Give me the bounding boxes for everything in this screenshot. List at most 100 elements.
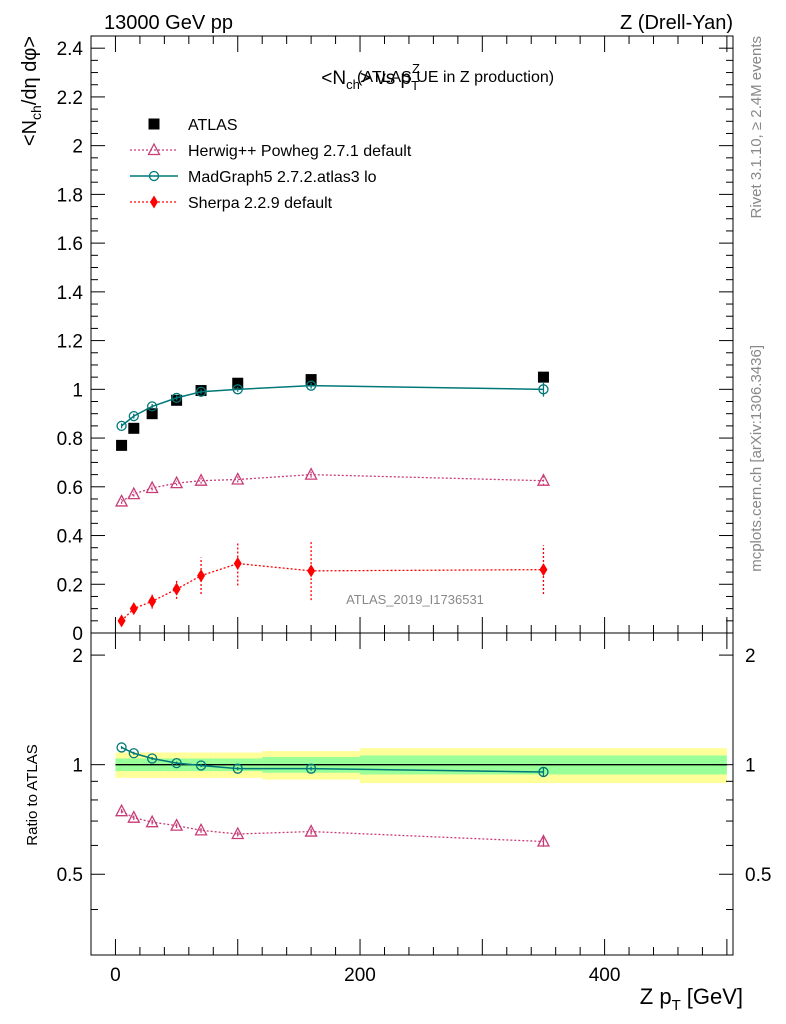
data-point bbox=[536, 834, 551, 847]
data-point bbox=[146, 753, 158, 764]
series-line bbox=[121, 473, 544, 502]
legend-item: ATLAS bbox=[148, 117, 238, 134]
y-tick-label: 2.4 bbox=[57, 39, 84, 60]
data-point bbox=[128, 748, 139, 759]
data-point bbox=[171, 392, 182, 404]
data-point bbox=[305, 374, 317, 386]
x-label-sub: T bbox=[672, 997, 681, 1014]
data-point bbox=[170, 475, 184, 489]
data-point bbox=[195, 760, 207, 771]
ratio-series-line bbox=[121, 810, 544, 843]
x-tick-label: 400 bbox=[589, 965, 621, 986]
data-point bbox=[307, 564, 316, 578]
y-tick-label: 0.2 bbox=[57, 575, 83, 596]
data-point bbox=[195, 386, 207, 397]
y-label-part1: <N bbox=[19, 120, 41, 146]
data-point bbox=[305, 380, 317, 391]
series-sherpa bbox=[117, 541, 548, 628]
data-point bbox=[114, 803, 129, 817]
data-point bbox=[231, 472, 245, 485]
plot-title: <Nch> vs pTZ (ATLAS UE in Z production) bbox=[321, 61, 554, 93]
data-point bbox=[232, 377, 244, 389]
y-tick-label: 2 bbox=[72, 137, 83, 158]
title-pt-sup: Z bbox=[412, 61, 420, 76]
x-tick-label: 0 bbox=[110, 965, 121, 986]
ratio-series-line bbox=[121, 746, 544, 773]
data-point bbox=[232, 384, 243, 395]
data-point bbox=[194, 473, 208, 486]
data-point bbox=[145, 480, 159, 494]
legend: ATLAS Herwig++ Powheg 2.7.1 default MadGra… bbox=[130, 117, 412, 212]
data-point bbox=[538, 766, 549, 778]
data-point bbox=[197, 569, 206, 583]
legend-label: MadGraph5 2.7.2.atlas3 lo bbox=[188, 169, 377, 186]
data-point bbox=[116, 439, 128, 451]
rivet-label: Rivet 3.1.10, ≥ 2.4M events bbox=[748, 36, 765, 219]
data-point bbox=[171, 757, 182, 769]
data-point bbox=[538, 384, 549, 395]
x-axis-label: Z pT [GeV] bbox=[640, 984, 743, 1014]
data-point bbox=[194, 822, 208, 836]
title-main-sub: ch bbox=[346, 77, 360, 92]
ratio-panel: 0.5 0.5 1 1 2 2 0 200 400 bbox=[57, 632, 771, 986]
ratio-y-tick-label-right: 2 bbox=[745, 646, 756, 667]
legend-item: Herwig++ Powheg 2.7.1 default bbox=[130, 142, 412, 160]
header-right: Z (Drell-Yan) bbox=[620, 12, 733, 34]
ratio-series bbox=[114, 803, 551, 847]
data-point bbox=[127, 486, 141, 500]
data-point bbox=[539, 563, 548, 577]
data-point bbox=[116, 742, 127, 753]
ratio-y-tick-label: 0.5 bbox=[57, 865, 83, 886]
title-pt-sub: T bbox=[411, 78, 419, 93]
data-point bbox=[304, 467, 318, 480]
legend-label: ATLAS bbox=[188, 117, 238, 134]
data-point bbox=[146, 401, 158, 412]
title-main: <N bbox=[321, 68, 346, 89]
data-point bbox=[304, 824, 318, 837]
data-point bbox=[536, 473, 551, 486]
title-vs: > vs p bbox=[360, 68, 411, 89]
data-point bbox=[114, 494, 129, 507]
data-point bbox=[148, 170, 160, 182]
data-point bbox=[128, 410, 139, 422]
y-tick-label: 1.2 bbox=[57, 332, 83, 353]
mcplots-label: mcplots.cern.ch [arXiv:1306.3436] bbox=[748, 345, 765, 572]
data-point bbox=[170, 818, 184, 831]
y-tick-label: 1 bbox=[72, 380, 83, 401]
legend-label: Sherpa 2.2.9 default bbox=[188, 195, 333, 212]
legend-item: Sherpa 2.2.9 default bbox=[130, 195, 333, 212]
y-tick-label: 0 bbox=[72, 624, 83, 645]
data-point bbox=[147, 142, 161, 156]
y-label-part2: /dη dφ> bbox=[19, 36, 41, 105]
series-line bbox=[121, 384, 544, 427]
x-label-unit: [GeV] bbox=[687, 984, 743, 1009]
y-tick-label: 0.6 bbox=[57, 478, 83, 499]
legend-label: Herwig++ Powheg 2.7.1 default bbox=[188, 143, 412, 160]
x-label-main: Z p bbox=[640, 984, 672, 1009]
analysis-watermark: ATLAS_2019_I1736531 bbox=[346, 592, 484, 607]
y-axis-label-main: <Nch/dη dφ> bbox=[19, 36, 44, 146]
svg-text:<Nch> vs pTZ: <Nch> vs pTZ bbox=[321, 61, 420, 93]
main-panel: 0 0.2 0.4 0.6 0.8 1 1.2 1.4 1.6 1.8 2 2.2 2.4 bbox=[57, 35, 734, 645]
title-note: (ATLAS UE in Z production) bbox=[357, 69, 554, 86]
data-point bbox=[145, 814, 159, 828]
data-point bbox=[146, 408, 158, 420]
data-point bbox=[233, 557, 242, 571]
data-point bbox=[116, 420, 127, 432]
y-axis-label-ratio: Ratio to ATLAS bbox=[24, 744, 41, 845]
y-tick-label: 2.2 bbox=[57, 88, 83, 109]
data-point bbox=[537, 371, 549, 383]
data-point bbox=[148, 118, 160, 130]
data-point bbox=[305, 763, 317, 774]
data-point bbox=[148, 594, 157, 608]
data-point bbox=[128, 422, 140, 434]
data-point bbox=[129, 602, 138, 616]
data-point bbox=[172, 582, 181, 596]
series-atlas bbox=[116, 371, 549, 451]
y-tick-label: 0.8 bbox=[57, 429, 83, 450]
ratio-frame bbox=[90, 632, 734, 956]
ratio-y-tick-label-right: 1 bbox=[745, 756, 756, 777]
data-point bbox=[150, 195, 158, 209]
legend-item: MadGraph5 2.7.2.atlas3 lo bbox=[130, 169, 377, 186]
x-tick-label: 200 bbox=[344, 965, 376, 986]
